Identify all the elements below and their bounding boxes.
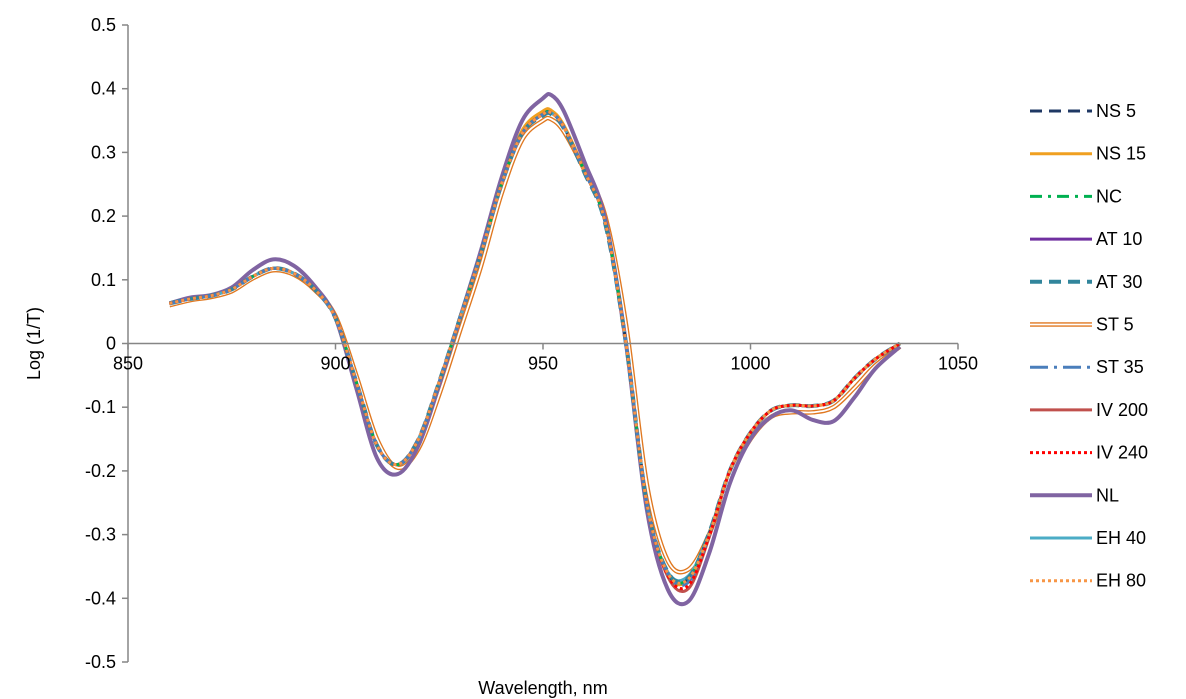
y-tick-label: -0.5 (85, 652, 116, 672)
y-tick-label: 0.2 (91, 206, 116, 226)
x-axis-title: Wavelength, nm (478, 678, 607, 698)
series-st-35 (169, 109, 901, 588)
legend-item: EH 80 (1030, 571, 1146, 591)
legend-label: IV 200 (1096, 400, 1148, 420)
legend-item: NC (1030, 186, 1122, 206)
legend-label: EH 40 (1096, 528, 1146, 548)
series-at-30 (169, 110, 901, 584)
x-tick-label: 850 (113, 354, 143, 374)
y-tick-label: 0.4 (91, 79, 116, 99)
series-ns-15 (169, 107, 901, 587)
legend-item: EH 40 (1030, 528, 1146, 548)
legend-label: NS 5 (1096, 101, 1136, 121)
legend-item: ST 5 (1030, 315, 1134, 335)
series-at-10 (169, 109, 901, 585)
legend-label: AT 30 (1096, 272, 1142, 292)
y-tick-label: 0.3 (91, 142, 116, 162)
legend-item: AT 10 (1030, 229, 1142, 249)
legend-item: IV 200 (1030, 400, 1148, 420)
series-nc (169, 109, 901, 585)
series-line-outer (168, 115, 902, 575)
legend-label: NS 15 (1096, 144, 1146, 164)
legend-item: ST 35 (1030, 357, 1144, 377)
x-tick-label: 1000 (730, 354, 770, 374)
series-iv-240 (169, 109, 901, 591)
series-iv-200 (169, 109, 901, 593)
series-line (169, 109, 901, 583)
legend-item: NS 5 (1030, 101, 1136, 121)
x-axis-ticks: 850 900 950 1000 1050 (113, 343, 978, 374)
y-tick-label: 0.1 (91, 270, 116, 290)
series-line (169, 109, 901, 588)
series-line (169, 110, 901, 584)
y-tick-label: -0.4 (85, 588, 116, 608)
legend-label: IV 240 (1096, 443, 1148, 463)
y-tick-label: 0 (106, 334, 116, 354)
legend-label: EH 80 (1096, 571, 1146, 591)
y-tick-label: -0.2 (85, 461, 116, 481)
legend-label: NL (1096, 485, 1119, 505)
x-tick-label: 1050 (938, 354, 978, 374)
series-eh-40 (169, 109, 901, 583)
series-line (169, 109, 901, 593)
y-tick-label: 0.5 (91, 15, 116, 35)
series-line (168, 92, 902, 607)
legend-item: NL (1030, 485, 1119, 505)
y-tick-label: -0.3 (85, 525, 116, 545)
legend-item: IV 240 (1030, 443, 1148, 463)
legend-label: NC (1096, 186, 1122, 206)
series-line (169, 109, 901, 585)
series-layer (168, 92, 902, 607)
series-nl (168, 92, 902, 607)
x-tick-label: 900 (320, 354, 350, 374)
legend-label: AT 10 (1096, 229, 1142, 249)
legend-label: ST 5 (1096, 315, 1134, 335)
y-axis-ticks: 0.5 0.4 0.3 0.2 0.1 0 -0.1 -0.2 -0.3 -0.4 -0.5 (85, 15, 128, 672)
series-line (169, 107, 901, 587)
legend-label: ST 35 (1096, 357, 1144, 377)
series-line-inner (169, 117, 901, 574)
legend-item: AT 30 (1030, 272, 1142, 292)
y-axis-title: Log (1/T) (24, 307, 44, 380)
series-st-5 (168, 115, 902, 575)
series-ns-5 (169, 109, 901, 585)
y-tick-label: -0.1 (85, 397, 116, 417)
series-line (169, 109, 901, 585)
x-tick-label: 950 (528, 354, 558, 374)
legend-item: NS 15 (1030, 144, 1146, 164)
series-eh-80 (169, 109, 901, 585)
series-line (169, 109, 901, 585)
legend: NS 5 NS 15 NC AT 10 AT 30 ST 5 ST 35 IV 200 IV 2… (1030, 101, 1148, 591)
series-line (169, 109, 901, 585)
plot-area: 0.5 0.4 0.3 0.2 0.1 0 -0.1 -0.2 -0.3 -0.4 -0.5 850… (85, 15, 978, 672)
series-line (169, 109, 901, 591)
